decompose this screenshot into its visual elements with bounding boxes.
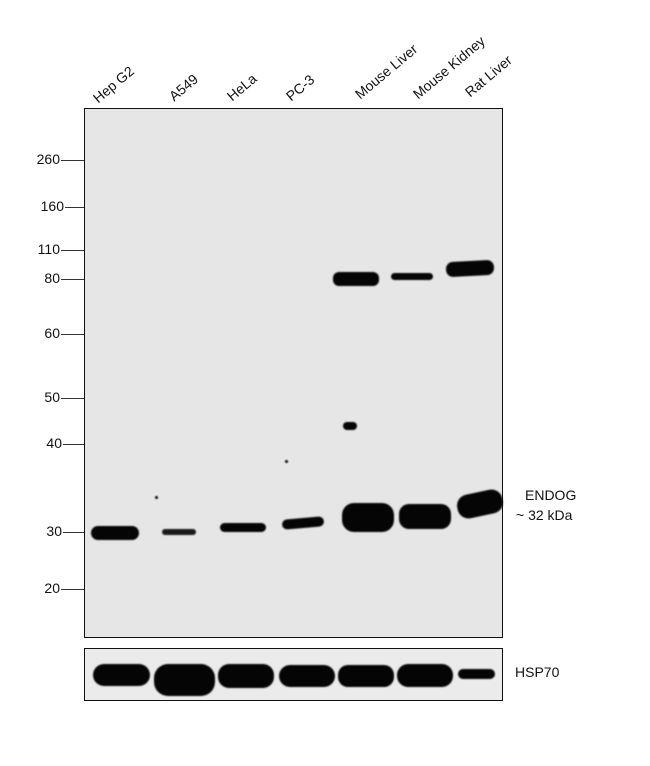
band-hela-endog (220, 523, 266, 532)
band-hep-g2-endog (91, 526, 139, 540)
lane-label-hela: HeLa (223, 70, 260, 104)
band-a549-endog (162, 529, 196, 535)
mw-tick-60 (61, 334, 84, 335)
mw-tick-30 (63, 532, 84, 533)
target-protein-name: ENDOG (525, 487, 577, 503)
band-pc3-hsp70 (279, 665, 335, 687)
loading-control-label: HSP70 (515, 664, 560, 680)
lane-label-a549: A549 (165, 70, 202, 104)
band-mouse-liver-80 (333, 272, 379, 286)
mw-marker-50: 50 (44, 389, 60, 405)
band-mouse-kidney-endog (399, 504, 451, 529)
mw-tick-110 (61, 250, 84, 251)
target-protein-size: ~ 32 kDa (516, 507, 573, 523)
mw-marker-260: 260 (36, 151, 60, 167)
band-mouse-liver-endog (342, 503, 394, 532)
mw-marker-160: 160 (40, 198, 64, 214)
mw-marker-40: 40 (46, 435, 62, 451)
mw-tick-40 (63, 444, 84, 445)
mw-tick-80 (61, 279, 84, 280)
mw-tick-160 (65, 207, 84, 208)
main-blot-membrane (84, 108, 503, 638)
band-mouse-kidney-80 (391, 273, 433, 280)
mw-marker-30: 30 (46, 523, 62, 539)
band-rat-liver-hsp70 (458, 669, 495, 679)
mw-marker-20: 20 (44, 580, 60, 596)
band-rat-liver-80 (445, 259, 495, 278)
mw-tick-260 (61, 160, 84, 161)
band-mouse-liver-hsp70 (338, 665, 394, 687)
band-mouse-kidney-hsp70 (397, 664, 453, 687)
mw-tick-50 (61, 398, 84, 399)
mw-marker-80: 80 (44, 270, 60, 286)
speck-a549 (155, 496, 158, 499)
band-hep-g2-hsp70 (93, 664, 150, 686)
band-mouse-liver-43 (343, 422, 357, 430)
mw-tick-20 (61, 589, 84, 590)
lane-label-hep-g2: Hep G2 (89, 62, 137, 106)
speck-pc3 (285, 460, 288, 463)
mw-marker-60: 60 (44, 325, 60, 341)
mw-marker-110: 110 (37, 241, 60, 257)
band-hela-hsp70 (218, 664, 274, 688)
band-a549-hsp70 (154, 664, 215, 696)
lane-label-pc-3: PC-3 (282, 71, 318, 104)
lane-label-mouse-liver: Mouse Liver (351, 40, 421, 102)
